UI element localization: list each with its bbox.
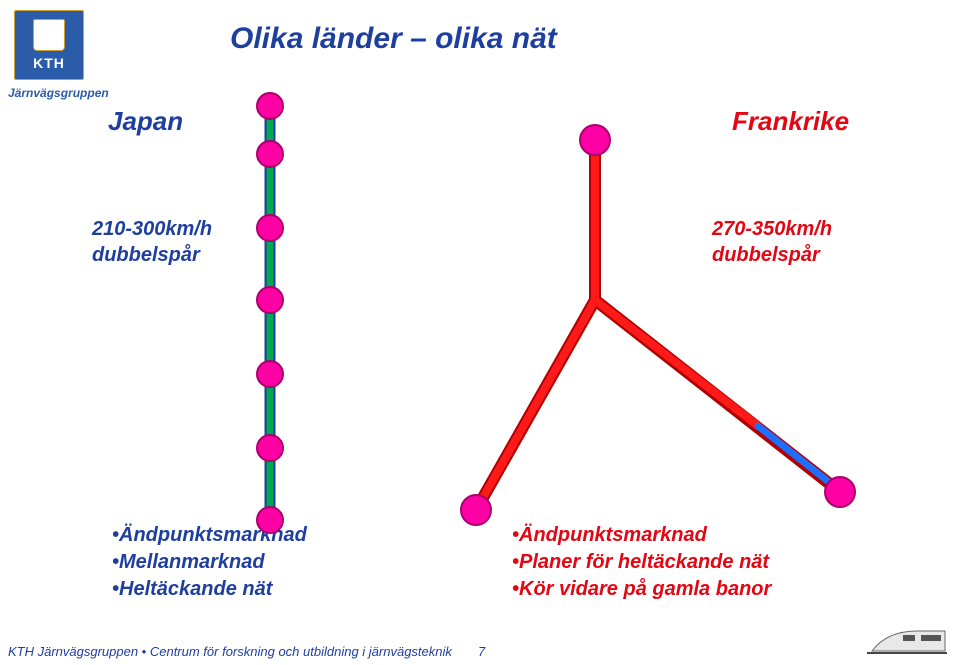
france-speed-text: 270-350km/h dubbelspår (712, 216, 832, 268)
france-bullets: •Ändpunktsmarknad•Planer för heltäckande… (512, 522, 771, 603)
france-bullet-item: •Planer för heltäckande nät (512, 549, 771, 576)
japan-bullet-item: •Mellanmarknad (112, 549, 307, 576)
japan-label: Japan (108, 106, 183, 137)
japan-bullets: •Ändpunktsmarknad•Mellanmarknad•Heltäcka… (112, 522, 307, 603)
page-number: 7 (478, 644, 485, 659)
japan-speed-line2: dubbelspår (92, 244, 200, 266)
kth-logo: KTH (14, 10, 84, 80)
japan-bullet-item: •Heltäckande nät (112, 576, 307, 603)
france-speed-line1: 270-350km/h (712, 218, 832, 240)
japan-speed-line1: 210-300km/h (92, 218, 212, 240)
japan-bullet-item: •Ändpunktsmarknad (112, 522, 307, 549)
train-icon (867, 625, 947, 657)
france-speed-line2: dubbelspår (712, 244, 820, 266)
slide-title: Olika länder – olika nät (230, 22, 557, 56)
japan-speed-text: 210-300km/h dubbelspår (92, 216, 212, 268)
group-sub-label: Järnvägsgruppen (8, 86, 109, 100)
logo-text-big: KTH (33, 55, 65, 71)
france-bullet-item: •Kör vidare på gamla banor (512, 576, 771, 603)
france-line-diagram (461, 125, 855, 525)
france-bullet-item: •Ändpunktsmarknad (512, 522, 771, 549)
kth-crest-icon (33, 19, 65, 51)
japan-line-diagram (257, 93, 283, 533)
france-label: Frankrike (732, 106, 849, 137)
footer-text: KTH Järnvägsgruppen • Centrum för forskn… (8, 644, 452, 659)
